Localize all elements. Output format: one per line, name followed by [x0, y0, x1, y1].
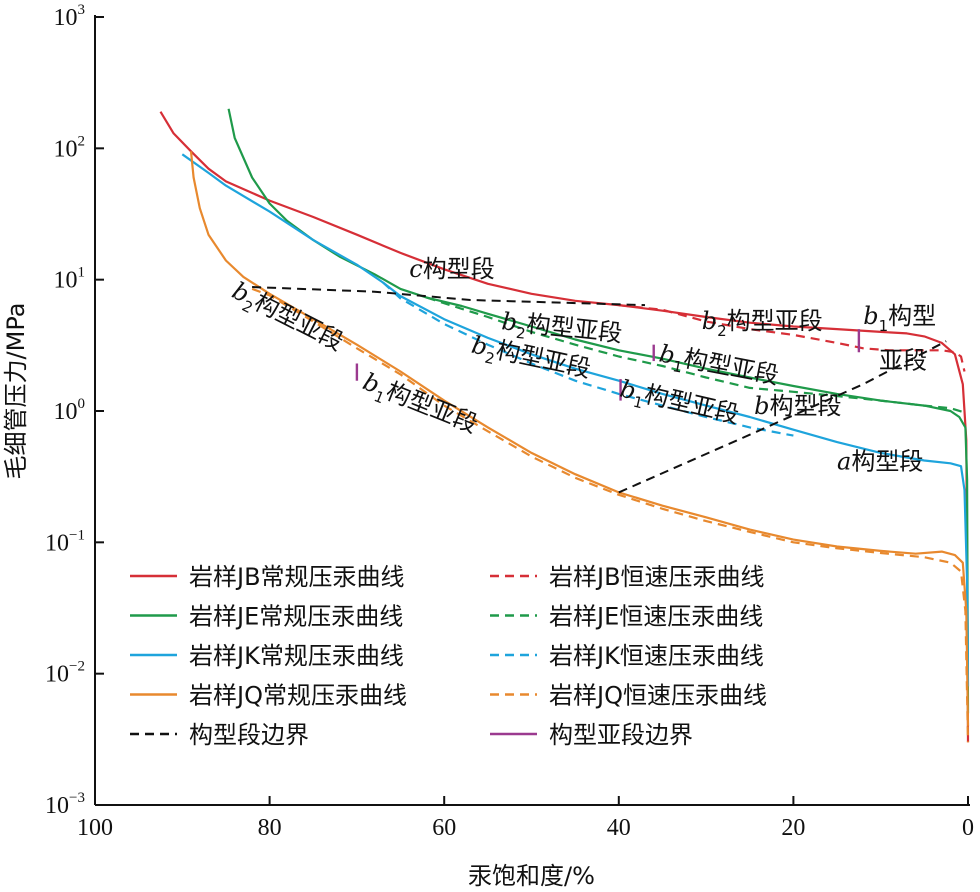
- series-line-3: [426, 296, 964, 414]
- legend-label-3: 岩样JE恒速压汞曲线: [549, 603, 763, 631]
- legend-label-1: 岩样JB恒速压汞曲线: [549, 563, 765, 591]
- annotation-b1_jb_2: 亚段: [879, 347, 927, 375]
- annotation-c: c构型段: [409, 255, 494, 283]
- x-tick-label-2: 60: [432, 815, 456, 841]
- x-axis-title: 汞饱和度/%: [468, 862, 595, 890]
- plot-area: [159, 108, 970, 743]
- annotation-b_seg: b构型段: [754, 392, 841, 420]
- legend-label-2: 岩样JE常规压汞曲线: [189, 603, 403, 631]
- series-line-1: [618, 304, 966, 372]
- series-line-2: [227, 108, 970, 714]
- series-line-4: [181, 153, 970, 687]
- legend-label-5: 岩样JK恒速压汞曲线: [549, 642, 764, 670]
- annotation-b1_jq: b1构型亚段: [357, 367, 481, 443]
- y-tick-label-2: 101: [54, 265, 86, 294]
- annotation-a: a构型段: [837, 447, 923, 475]
- axes: 100 80 60 40 20 0 103 102 101 100 10−1 10−2 10−3: [45, 2, 974, 841]
- legend-label-6: 岩样JQ常规压汞曲线: [189, 682, 407, 710]
- y-tick-label-1: 102: [54, 133, 86, 162]
- y-tick-label-3: 100: [54, 396, 86, 425]
- legend-label-9: 构型亚段边界: [549, 721, 693, 749]
- x-tick-label-3: 40: [607, 815, 631, 841]
- annotation-b1_jb_1: b1构型: [863, 302, 936, 335]
- y-tick-label-4: 10−1: [45, 527, 85, 556]
- legend-label-7: 岩样JQ恒速压汞曲线: [549, 682, 767, 710]
- x-tick-label-5: 0: [962, 815, 974, 841]
- x-tick-label-0: 100: [77, 815, 113, 841]
- y-tick-label-0: 103: [54, 2, 86, 31]
- legend-label-0: 岩样JB常规压汞曲线: [189, 563, 405, 591]
- x-tick-label-1: 80: [258, 815, 282, 841]
- y-tick-label-5: 10−2: [45, 659, 85, 688]
- legend-label-4: 岩样JK常规压汞曲线: [189, 642, 404, 670]
- series-line-6: [189, 151, 970, 726]
- annotation-b1_jk: b1构型亚段: [616, 375, 741, 434]
- series-line-7: [251, 287, 970, 743]
- series-line-5: [382, 281, 794, 437]
- y-axis-title: 毛细管压力/MPa: [2, 303, 30, 480]
- y-tick-label-6: 10−3: [45, 790, 85, 819]
- x-tick-label-4: 20: [781, 815, 805, 841]
- segment-boundary-line-0: [252, 286, 646, 307]
- annotation-b2_jb: b2构型亚段: [702, 307, 823, 340]
- legend-label-8: 构型段边界: [189, 721, 309, 749]
